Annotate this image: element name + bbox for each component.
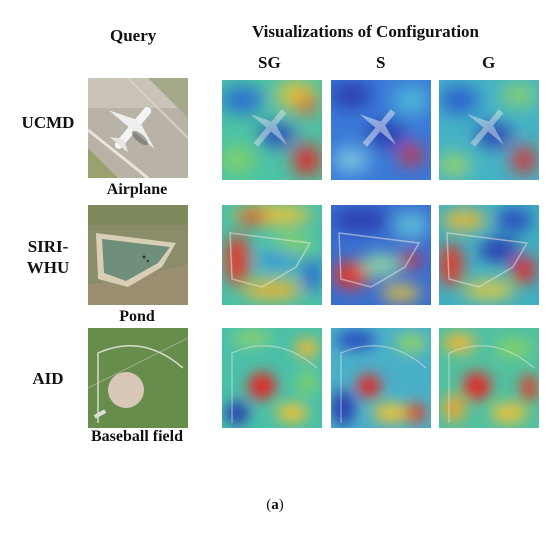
heatmap-aid-g — [439, 328, 539, 428]
heatmap-ucmd-s — [331, 80, 431, 180]
query-image-pond — [88, 205, 188, 305]
dataset-label-ucmd: UCMD — [21, 113, 75, 132]
query-image-airplane — [88, 78, 188, 178]
infield-dirt — [108, 372, 144, 408]
config-sg-header: SG — [258, 53, 281, 72]
config-s-header: S — [376, 53, 386, 72]
pond-water — [102, 239, 170, 281]
class-label-airplane: Airplane — [106, 181, 168, 198]
heatmap-aid-sg — [222, 328, 322, 428]
heatmap-ucmd-g — [439, 80, 539, 180]
heatmap-siri-whu-s — [331, 205, 431, 305]
heatmap-siri-whu-sg — [222, 205, 322, 305]
heatmap-aid-s — [331, 328, 431, 428]
dataset-label-siri-whu: SIRI- WHU — [26, 237, 70, 277]
query-image-baseball-field — [88, 328, 188, 428]
query-header: Query — [110, 26, 157, 45]
class-label-baseball-field: Baseball field — [90, 428, 183, 445]
dataset-label-aid: AID — [32, 369, 64, 388]
figure-caption: (a) — [266, 497, 284, 513]
config-g-header: G — [482, 53, 496, 72]
heatmap-siri-whu-g — [439, 205, 539, 305]
visualizations-header: Visualizations of Configuration — [252, 22, 480, 41]
class-label-pond: Pond — [119, 308, 155, 325]
heatmap-ucmd-sg — [222, 80, 322, 180]
